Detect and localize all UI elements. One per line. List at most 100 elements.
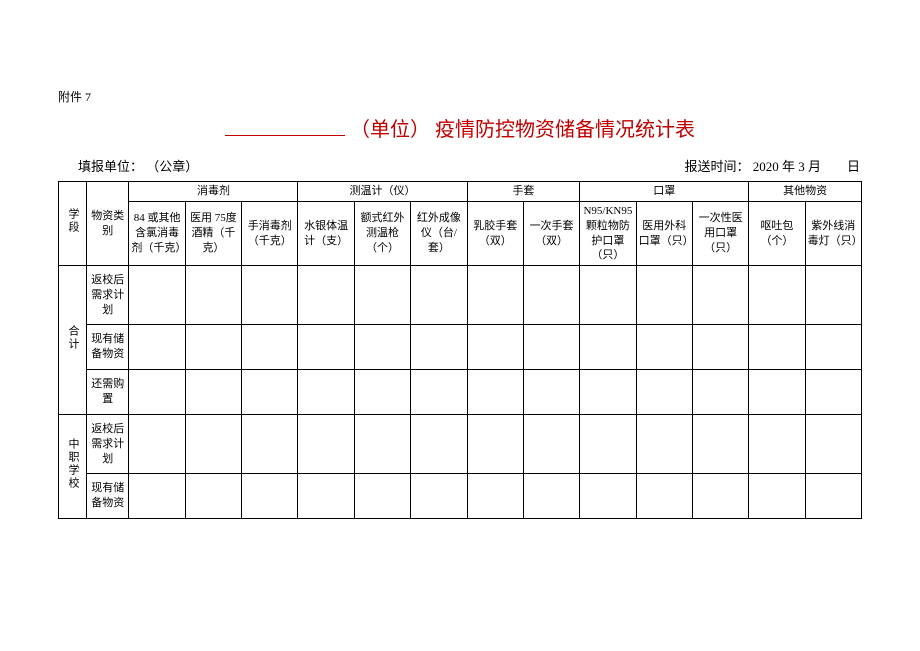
data-cell (298, 266, 354, 325)
data-cell (636, 266, 692, 325)
col-c10: 医用外科口罩（只） (636, 201, 692, 265)
group-gloves: 手套 (467, 182, 580, 202)
filing-unit-label: 填报单位： (78, 159, 143, 174)
data-cell (523, 474, 579, 519)
col-c13: 紫外线消毒灯（只） (805, 201, 861, 265)
data-cell (692, 370, 748, 415)
table-row: 中职学校 返校后需求计划 (59, 415, 862, 474)
report-time: 报送时间： 2020 年 3 月 日 (684, 156, 860, 175)
data-cell (354, 266, 410, 325)
data-cell (805, 474, 861, 519)
report-time-value: 2020 年 3 月 日 (753, 159, 860, 174)
data-cell (129, 370, 185, 415)
data-cell (580, 474, 636, 519)
data-cell (467, 415, 523, 474)
group-thermometer: 测温计（仪） (298, 182, 467, 202)
data-cell (242, 370, 298, 415)
data-cell (298, 325, 354, 370)
data-cell (354, 325, 410, 370)
col-c5: 额式红外测温枪（个） (354, 201, 410, 265)
data-cell (692, 266, 748, 325)
data-cell (129, 474, 185, 519)
segment-cell: 中职学校 (59, 415, 87, 519)
data-cell (805, 325, 861, 370)
col-c7: 乳胶手套（双） (467, 201, 523, 265)
data-cell (467, 474, 523, 519)
data-cell (411, 474, 467, 519)
data-cell (411, 415, 467, 474)
col-c9: N95/KN95颗粒物防护口罩（只） (580, 201, 636, 265)
title-blank-underline (225, 114, 345, 136)
data-cell (805, 415, 861, 474)
data-cell (242, 474, 298, 519)
data-cell (354, 474, 410, 519)
data-cell (242, 325, 298, 370)
data-cell (749, 474, 805, 519)
col-c2: 医用 75度酒精（千克） (185, 201, 241, 265)
group-disinfectant: 消毒剂 (129, 182, 298, 202)
row-label: 现有储备物资 (87, 474, 129, 519)
data-cell (805, 266, 861, 325)
data-cell (185, 415, 241, 474)
row-label: 还需购置 (87, 370, 129, 415)
data-cell (749, 325, 805, 370)
data-cell (298, 370, 354, 415)
segment-cell: 合计 (59, 266, 87, 415)
data-cell (805, 370, 861, 415)
table-header: 学段 物资类别 消毒剂 测温计（仪） 手套 口罩 其他物资 84 或其他含氯消毒… (59, 182, 862, 266)
filing-unit: 填报单位： （公章） (78, 156, 198, 175)
attachment-label: 附件 7 (58, 88, 862, 105)
data-cell (580, 415, 636, 474)
data-cell (129, 266, 185, 325)
col-category: 物资类别 (87, 182, 129, 266)
table-row: 还需购置 (59, 370, 862, 415)
data-cell (692, 415, 748, 474)
data-cell (692, 325, 748, 370)
data-cell (411, 370, 467, 415)
table-row: 现有储备物资 (59, 474, 862, 519)
row-label: 返校后需求计划 (87, 415, 129, 474)
data-cell (354, 415, 410, 474)
col-c3: 手消毒剂（千克） (242, 201, 298, 265)
data-cell (580, 370, 636, 415)
document-page: 附件 7 （单位） 疫情防控物资储备情况统计表 填报单位： （公章） 报送时间：… (0, 0, 920, 519)
col-c1: 84 或其他含氯消毒剂（千克） (129, 201, 185, 265)
col-c11: 一次性医用口罩（只） (692, 201, 748, 265)
data-cell (354, 370, 410, 415)
data-cell (467, 370, 523, 415)
data-cell (467, 266, 523, 325)
title-main: 疫情防控物资储备情况统计表 (435, 119, 695, 141)
report-time-label: 报送时间： (684, 159, 749, 174)
data-cell (129, 325, 185, 370)
data-cell (411, 266, 467, 325)
data-cell (298, 474, 354, 519)
col-c4: 水银体温计（支） (298, 201, 354, 265)
data-cell (749, 370, 805, 415)
data-cell (185, 325, 241, 370)
data-cell (523, 325, 579, 370)
row-label: 现有储备物资 (87, 325, 129, 370)
data-cell (185, 474, 241, 519)
data-cell (185, 370, 241, 415)
data-cell (523, 415, 579, 474)
table-body: 合计 返校后需求计划 现有储备物资 还需购置 (59, 266, 862, 519)
data-cell (749, 266, 805, 325)
document-title: （单位） 疫情防控物资储备情况统计表 (58, 113, 862, 142)
data-cell (636, 474, 692, 519)
supplies-table: 学段 物资类别 消毒剂 测温计（仪） 手套 口罩 其他物资 84 或其他含氯消毒… (58, 181, 862, 519)
data-cell (411, 325, 467, 370)
data-cell (523, 266, 579, 325)
data-cell (242, 415, 298, 474)
data-cell (636, 325, 692, 370)
data-cell (692, 474, 748, 519)
data-cell (636, 415, 692, 474)
data-cell (580, 325, 636, 370)
data-cell (467, 325, 523, 370)
title-unit-placeholder: （单位） (350, 119, 430, 141)
col-segment: 学段 (59, 182, 87, 266)
data-cell (636, 370, 692, 415)
row-label: 返校后需求计划 (87, 266, 129, 325)
data-cell (129, 415, 185, 474)
group-other: 其他物资 (749, 182, 862, 202)
data-cell (580, 266, 636, 325)
